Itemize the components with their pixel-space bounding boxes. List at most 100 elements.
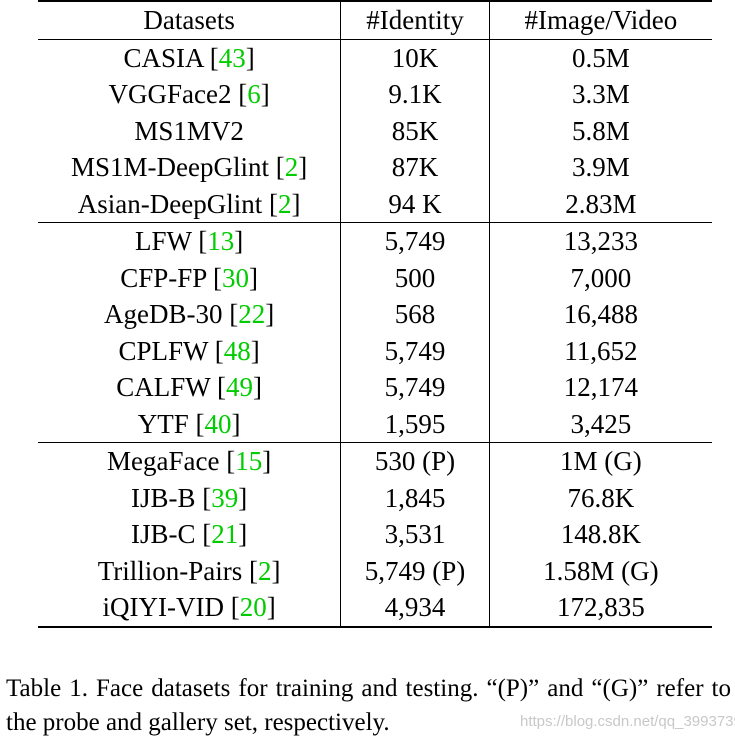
citation-link[interactable]: 2 (277, 188, 292, 219)
dataset-name: Asian-DeepGlint (77, 188, 263, 219)
dataset-name: IJB-C (131, 519, 196, 549)
dataset-name: VGGFace2 (108, 79, 232, 109)
header-image-video: #Image/Video (488, 0, 712, 39)
dataset-name-cell: CPLFW [48] (118, 335, 260, 366)
citation-link[interactable]: 20 (239, 592, 267, 622)
table-row: MegaFace [15] 530 (P) 1M (G) (38, 442, 712, 480)
identity-cell: 530 (P) (340, 442, 490, 480)
dataset-name: Trillion-Pairs (97, 555, 243, 586)
image-video-cell: 3.3M (488, 76, 712, 113)
citation-link[interactable]: 2 (258, 555, 272, 586)
dataset-name: MS1M-DeepGlint (71, 152, 269, 182)
dataset-name: CASIA (123, 42, 204, 73)
watermark-text: https://blog.csdn.net/qq_39937396 (520, 713, 735, 730)
dataset-name-cell: CFP-FP [30] (120, 262, 259, 293)
table-row: YTF [40] 1,595 3,425 (38, 405, 712, 443)
table-row: MS1M-DeepGlint [2] 87K 3.9M (38, 149, 712, 186)
identity-cell: 1,845 (340, 479, 490, 516)
image-video-cell: 2.83M (488, 185, 712, 223)
identity-cell: 5,749 (340, 332, 490, 369)
dataset-name-cell: IJB-B [39] (131, 482, 248, 513)
dataset-name: iQIYI-VID (102, 592, 224, 622)
dataset-name-cell: CALFW [49] (116, 372, 263, 402)
dataset-name: YTF (137, 408, 189, 439)
identity-cell: 568 (340, 296, 490, 333)
citation-link[interactable]: 48 (223, 335, 251, 366)
identity-cell: 94 K (340, 185, 490, 223)
identity-cell: 1,595 (340, 405, 490, 443)
header-datasets: Datasets (38, 0, 341, 39)
dataset-name-cell: Asian-DeepGlint [2] (77, 188, 301, 219)
identity-cell: 500 (340, 259, 490, 296)
citation-link[interactable]: 21 (211, 519, 239, 549)
identity-cell: 87K (340, 149, 490, 186)
image-video-cell: 172,835 (488, 589, 712, 628)
dataset-name-cell: AgeDB-30 [22] (104, 299, 275, 329)
table-row: Asian-DeepGlint [2] 94 K 2.83M (38, 185, 712, 223)
identity-cell: 9.1K (340, 76, 490, 113)
image-video-cell: 3,425 (488, 405, 712, 443)
dataset-name-cell: LFW [13] (38, 222, 341, 260)
table-row: MS1MV2 85K 5.8M (38, 112, 712, 150)
table-row: Trillion-Pairs [2] 5,749 (P) 1.58M (G) (38, 552, 712, 589)
image-video-cell: 76.8K (488, 479, 712, 516)
identity-cell: 5,749 (340, 369, 490, 406)
table-row: IJB-B [39] 1,845 76.8K (38, 479, 712, 516)
dataset-name: LFW (135, 226, 192, 256)
image-video-cell: 11,652 (488, 332, 712, 369)
citation-link[interactable]: 15 (235, 446, 263, 476)
identity-cell: 5,749 (P) (340, 552, 490, 589)
table-row: CFP-FP [30] 500 7,000 (38, 259, 712, 296)
image-video-cell: 16,488 (488, 296, 712, 333)
citation-link[interactable]: 43 (218, 42, 246, 73)
citation-link[interactable]: 40 (204, 408, 232, 439)
table-row: LFW [13] 5,749 13,233 (38, 222, 712, 260)
image-video-cell: 3.9M (488, 149, 712, 186)
citation-link[interactable]: 22 (238, 299, 266, 329)
dataset-name-cell: iQIYI-VID [20] (38, 589, 341, 628)
image-video-cell: 12,174 (488, 369, 712, 406)
table-body: CASIA [43] 10K 0.5M VGGFace2 [6] 9.1K 3.3M MS1… (38, 38, 712, 628)
table-row: IJB-C [21] 3,531 148.8K (38, 516, 712, 553)
image-video-cell: 1M (G) (488, 442, 712, 480)
table-row: iQIYI-VID [20] 4,934 172,835 (38, 589, 712, 628)
dataset-name-cell: IJB-C [21] (131, 519, 248, 549)
image-video-cell: 7,000 (488, 259, 712, 296)
dataset-name: CALFW (116, 372, 211, 402)
dataset-name-cell: MS1M-DeepGlint [2] (71, 152, 308, 182)
table-header-row: Datasets #Identity #Image/Video (38, 0, 712, 39)
dataset-name-cell: VGGFace2 [6] (108, 79, 270, 109)
identity-cell: 5,749 (340, 222, 490, 260)
dataset-name: MegaFace (107, 446, 220, 476)
dataset-name-cell: CASIA [43] (38, 38, 341, 76)
table-caption: Table 1. Face datasets for training and … (6, 675, 731, 736)
dataset-name: CPLFW (118, 335, 209, 366)
identity-cell: 10K (340, 38, 490, 76)
dataset-name-cell: Trillion-Pairs [2] (97, 555, 281, 586)
image-video-cell: 1.58M (G) (488, 552, 712, 589)
image-video-cell: 0.5M (488, 38, 712, 76)
citation-link[interactable]: 6 (247, 79, 261, 109)
citation-link[interactable]: 39 (211, 482, 239, 513)
table-row: CASIA [43] 10K 0.5M (38, 38, 712, 76)
citation-link[interactable]: 13 (207, 226, 235, 256)
table-row: CPLFW [48] 5,749 11,652 (38, 332, 712, 369)
dataset-name: AgeDB-30 (104, 299, 223, 329)
image-video-cell: 148.8K (488, 516, 712, 553)
identity-cell: 4,934 (340, 589, 490, 628)
table-row: CALFW [49] 5,749 12,174 (38, 369, 712, 406)
header-identity: #Identity (340, 0, 490, 39)
dataset-name-cell: YTF [40] (137, 408, 241, 439)
identity-cell: 85K (340, 112, 490, 149)
dataset-name-cell: MegaFace [15] (38, 442, 341, 480)
table-row: VGGFace2 [6] 9.1K 3.3M (38, 76, 712, 113)
dataset-name: IJB-B (131, 482, 196, 513)
dataset-name-cell: MS1MV2 (38, 113, 341, 150)
image-video-cell: 13,233 (488, 222, 712, 260)
image-video-cell: 5.8M (488, 112, 712, 149)
dataset-name: MS1MV2 (134, 115, 244, 146)
citation-link[interactable]: 49 (226, 372, 254, 402)
citation-link[interactable]: 30 (222, 262, 250, 293)
table-row: AgeDB-30 [22] 568 16,488 (38, 296, 712, 333)
citation-link[interactable]: 2 (284, 152, 299, 182)
